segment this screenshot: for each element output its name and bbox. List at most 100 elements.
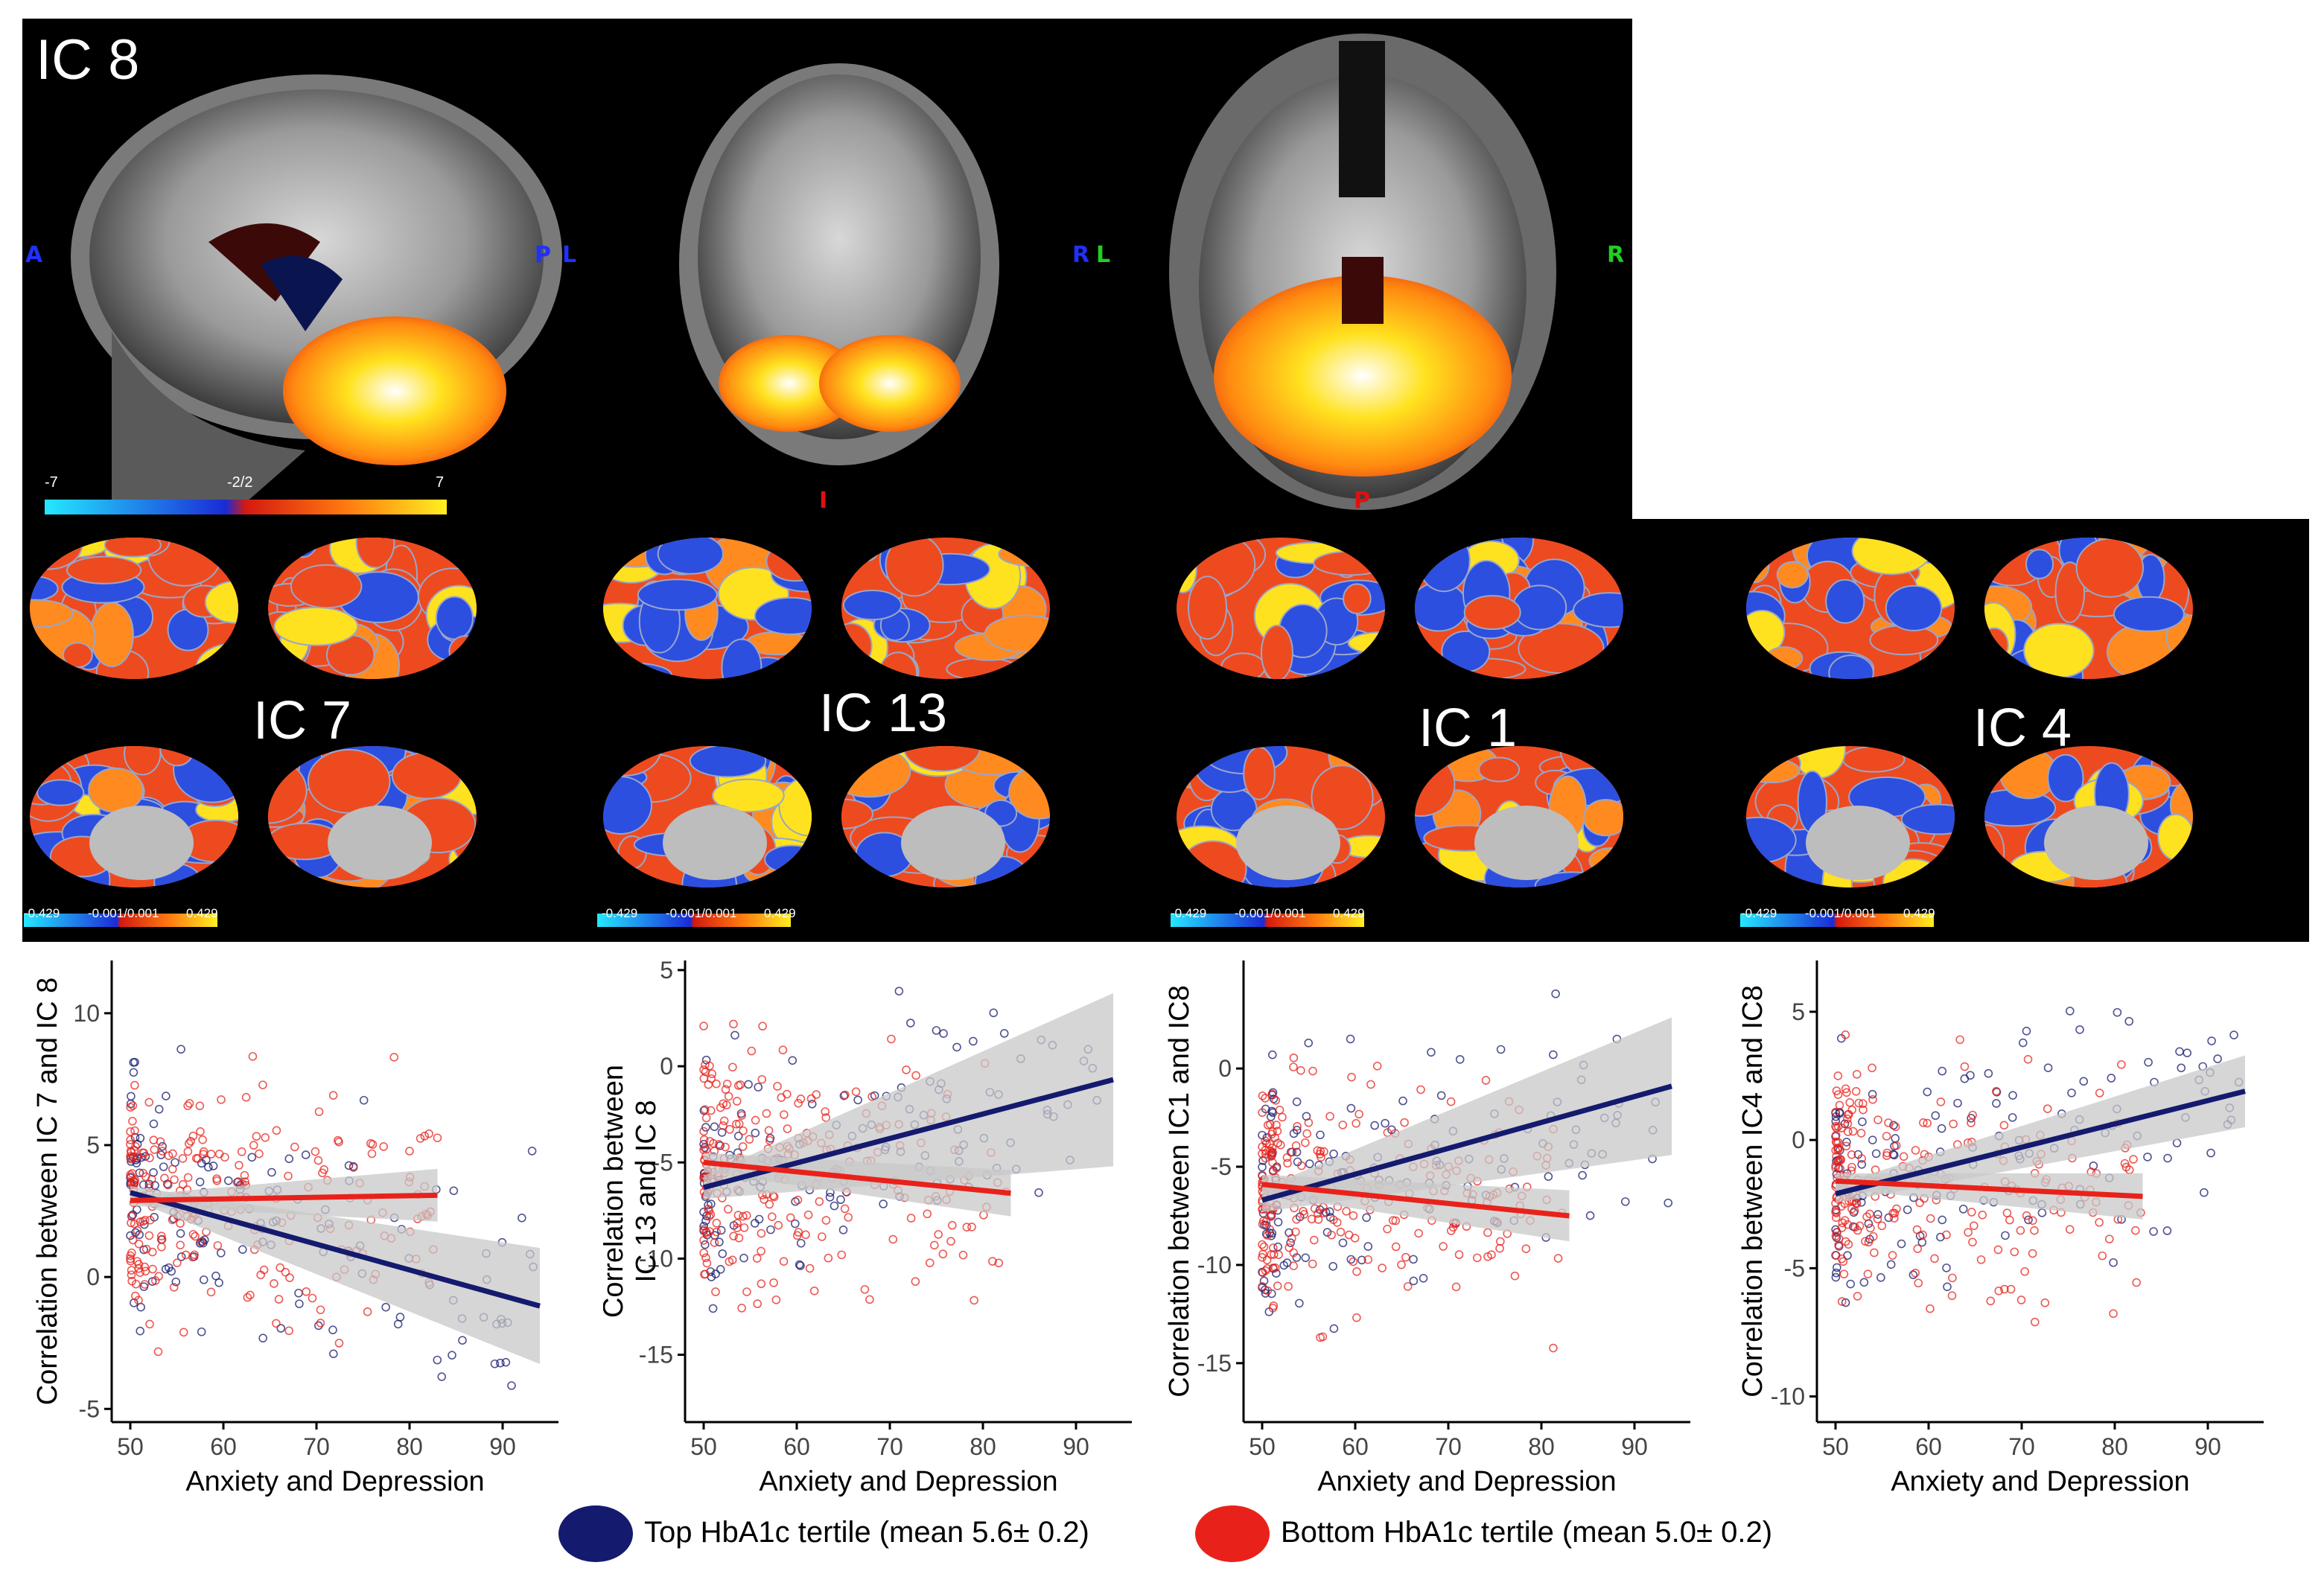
data-point [2002,1208,2012,1217]
data-point [739,1253,748,1263]
data-point [164,1180,173,1190]
cortex-surface [30,538,238,679]
data-point [1297,1161,1306,1170]
data-point [128,1210,138,1220]
data-point [1316,1147,1325,1156]
data-point [2028,1249,2037,1258]
data-point [190,1250,199,1260]
data-point [363,1307,372,1316]
data-point [1858,1099,1868,1109]
data-point [1903,1205,1912,1214]
data-point [708,1304,718,1313]
data-point [127,1276,136,1286]
data-point [1269,1094,1279,1103]
data-point [1968,1110,1977,1120]
data-point [705,1061,714,1071]
data-point [158,1147,167,1156]
data-point [699,1236,708,1245]
data-point [1455,1055,1465,1064]
cortex-colorbar [1171,914,1364,927]
cortex-surface [1746,538,1955,679]
y-tick-label: -5 [1784,1255,1805,1281]
x-tick-label: 90 [489,1433,516,1460]
data-point [939,1029,948,1038]
data-point [139,1168,147,1178]
data-point [1349,1257,1358,1266]
data-point [1833,1071,1843,1080]
data-point [1876,1273,1885,1282]
data-point [1272,1164,1282,1173]
data-point [699,1065,708,1074]
data-point [2040,1298,2050,1307]
data-point [367,1149,377,1159]
y-tick-label: -10 [1197,1252,1232,1278]
x-tick-label: 70 [303,1433,330,1460]
data-point [1884,1118,1893,1127]
ic8-colorbar-max: 7 [436,474,445,491]
data-point [737,1304,746,1313]
data-point [169,1283,179,1292]
data-point [699,1022,708,1030]
ic8-colorbar [45,500,447,514]
data-point [844,1213,853,1222]
data-point [705,1227,714,1236]
data-point [433,1355,442,1365]
data-point [2028,1216,2037,1226]
cortex-surface [1746,746,1955,888]
data-point [258,1080,267,1089]
data-point [2024,1215,2033,1225]
data-point [1948,1273,1957,1283]
x-tick-label: 50 [1249,1433,1276,1460]
data-point [126,1251,135,1261]
cortex-surface [603,538,812,679]
data-point [1259,1276,1269,1286]
data-point [728,1062,737,1072]
data-point [261,1133,270,1142]
x-axis-label: Anxiety and Depression [1317,1466,1616,1497]
data-point [1289,1062,1298,1071]
data-point [285,1273,294,1282]
data-point [1892,1204,1901,1214]
y-tick-label: -15 [1197,1350,1232,1377]
data-point [295,1299,304,1308]
data-point [1865,1209,1874,1219]
data-point [722,1080,732,1089]
data-point [938,1249,948,1259]
data-point [1258,1281,1267,1291]
y-tick-label: -10 [639,1245,673,1272]
data-point [416,1134,425,1143]
data-point [127,1169,137,1178]
data-point [153,1347,163,1357]
data-point [1831,1272,1841,1282]
data-point [186,1136,195,1146]
data-point [2144,1057,2153,1067]
data-point [1261,1094,1270,1103]
data-point [1304,1118,1314,1127]
x-tick-label: 80 [1528,1433,1555,1460]
data-point [238,1245,247,1254]
data-point [948,1220,957,1230]
data-point [276,1263,284,1272]
data-point [1296,1065,1305,1075]
data-point [1403,1282,1413,1291]
data-point [783,1089,792,1099]
data-point [1859,1278,1869,1287]
data-point [724,1205,733,1214]
data-point [701,1105,710,1115]
ic13-colorbar-min: -0.429 [602,906,638,920]
y-tick-label: -5 [79,1395,100,1422]
data-point [458,1336,467,1345]
data-point [747,1046,757,1056]
data-point [1258,1149,1267,1159]
data-point [1837,1223,1847,1232]
data-point [1549,1343,1558,1353]
data-point [131,1142,140,1151]
data-point [2008,1113,2017,1122]
data-point [1295,1298,1304,1308]
data-point [1994,1286,2004,1296]
data-point [2132,1278,2141,1287]
data-point [1862,1212,1871,1221]
data-point [267,1167,276,1177]
data-point [739,1223,749,1232]
data-point [176,1045,185,1054]
